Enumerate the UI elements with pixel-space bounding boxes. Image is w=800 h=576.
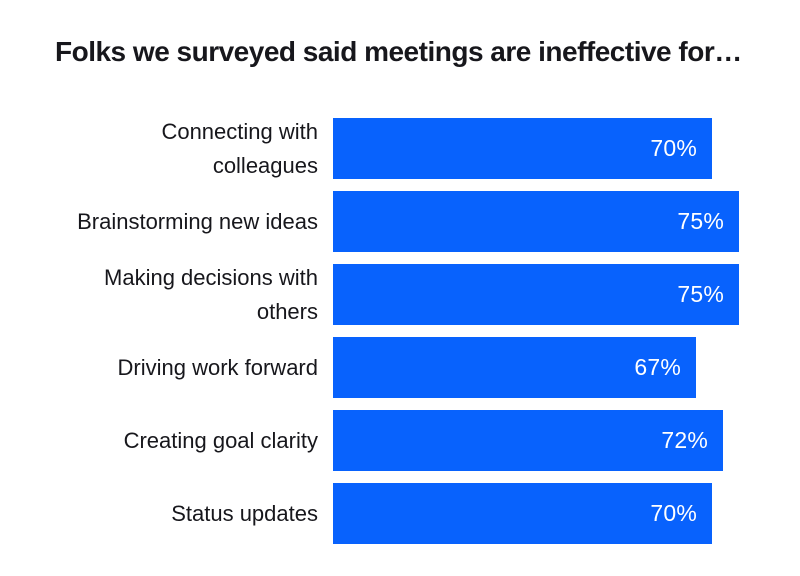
value-label: 72% — [661, 427, 708, 453]
bar: 70% — [333, 483, 712, 544]
chart-title: Folks we surveyed said meetings are inef… — [55, 36, 742, 67]
value-label: 70% — [650, 500, 697, 526]
category-label: Brainstorming new ideas — [77, 208, 318, 234]
category-label: Making decisions with others — [104, 264, 318, 324]
category-label: Creating goal clarity — [123, 427, 318, 453]
chart-row: Connecting with colleagues 70% — [0, 118, 800, 179]
chart-row: Brainstorming new ideas 75% — [0, 191, 800, 252]
bar: 75% — [333, 264, 739, 325]
bar: 75% — [333, 191, 739, 252]
chart-row: Driving work forward 67% — [0, 337, 800, 398]
category-label: Connecting with colleagues — [161, 118, 318, 178]
category-label: Status updates — [171, 500, 318, 526]
bar: 67% — [333, 337, 696, 398]
value-label: 70% — [650, 135, 697, 161]
category-label: Driving work forward — [117, 354, 319, 380]
value-label: 75% — [677, 208, 724, 234]
chart-row: Making decisions with others 75% — [0, 264, 800, 325]
chart-row: Creating goal clarity 72% — [0, 410, 800, 471]
value-label: 75% — [677, 281, 724, 307]
chart-row: Status updates 70% — [0, 483, 800, 544]
value-label: 67% — [634, 354, 681, 380]
bar: 72% — [333, 410, 723, 471]
bar-chart: Connecting with colleagues 70% Brainstormi… — [0, 118, 800, 556]
bar: 70% — [333, 118, 712, 179]
